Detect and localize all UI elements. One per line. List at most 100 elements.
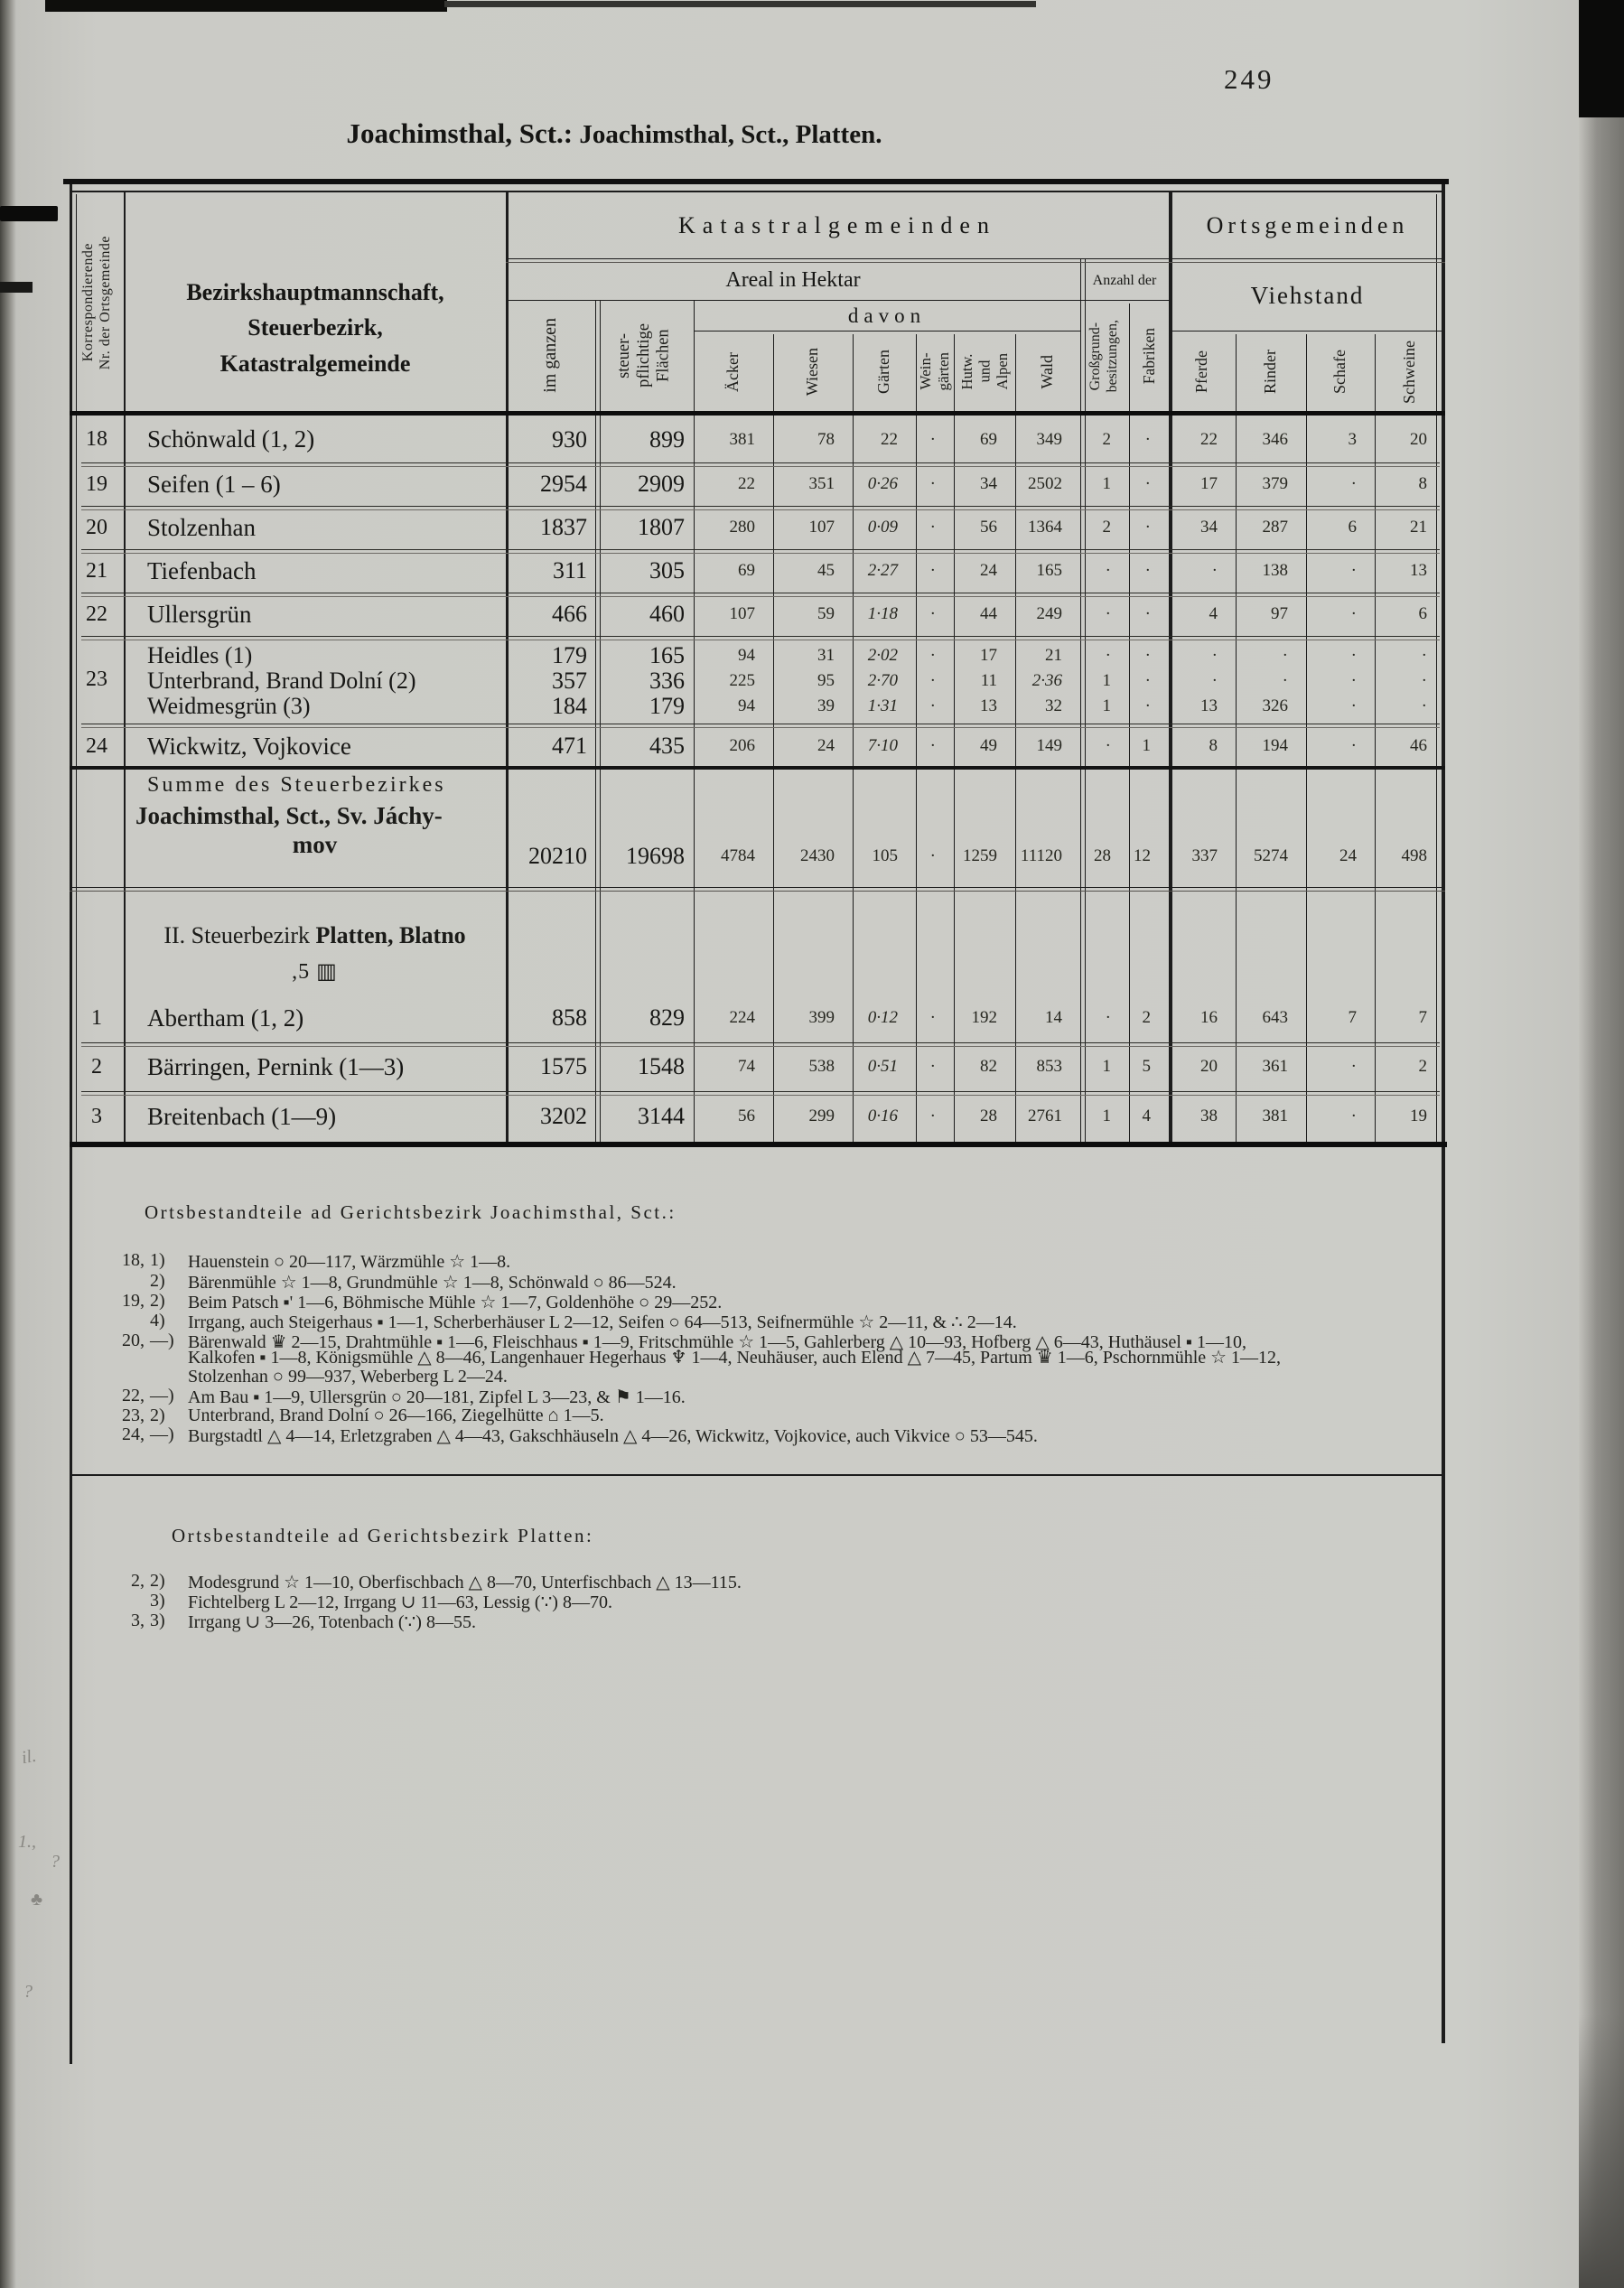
table-cell: 299 bbox=[808, 1107, 835, 1125]
table-cell: 21 bbox=[1410, 518, 1427, 537]
table-cell: 5 bbox=[1142, 1057, 1152, 1076]
table-cell: 17 bbox=[1200, 474, 1218, 493]
footnote-mark: —) bbox=[150, 1386, 174, 1405]
table-vline bbox=[1306, 334, 1308, 1144]
table-cell: · bbox=[1144, 518, 1151, 537]
table-vline bbox=[1080, 259, 1082, 1144]
table-cell: 7 bbox=[1418, 1008, 1428, 1027]
table-cell: 361 bbox=[1262, 1057, 1289, 1076]
footnote-mark: 3) bbox=[150, 1611, 165, 1630]
table-cell: · bbox=[929, 671, 936, 690]
row-name: Breitenbach (1—9) bbox=[147, 1103, 337, 1130]
table-cell: 24 bbox=[817, 736, 835, 755]
table-vline bbox=[916, 334, 918, 1144]
table-cell: 1·31 bbox=[867, 696, 898, 715]
table-cell: · bbox=[929, 518, 936, 537]
table-cell: 381 bbox=[729, 430, 756, 449]
table-cell: 192 bbox=[971, 1008, 998, 1027]
column-header-label: Fabriken bbox=[1139, 328, 1158, 385]
row-name: Wickwitz, Vojkovice bbox=[147, 733, 351, 760]
row-name: Bärringen, Pernink (1—3) bbox=[147, 1053, 405, 1080]
table-cell: 11 bbox=[980, 671, 997, 690]
table-cell: 930 bbox=[552, 426, 587, 453]
table-cell: 34 bbox=[1200, 518, 1218, 537]
row-number: 22 bbox=[86, 602, 107, 626]
table-cell: 22 bbox=[738, 474, 755, 493]
row-separator bbox=[81, 1094, 1440, 1096]
table-cell: 16 bbox=[1200, 1008, 1218, 1027]
table-cell: 105 bbox=[872, 846, 899, 865]
table-cell: 899 bbox=[649, 426, 685, 453]
table-cell: 28 bbox=[980, 1107, 997, 1125]
table-cell: 280 bbox=[729, 518, 756, 537]
table-hline bbox=[694, 331, 1080, 332]
column-header-label: Gärten bbox=[874, 350, 893, 394]
column-header: Hutw. und Alpen bbox=[954, 334, 1015, 409]
table-cell: 39 bbox=[817, 696, 835, 715]
table-cell: 82 bbox=[980, 1057, 997, 1076]
table-vline bbox=[1169, 191, 1172, 1144]
column-header: Wald bbox=[1015, 334, 1080, 409]
section-subline: ,5 ▥ bbox=[292, 960, 338, 984]
footnote-text: Irrgang ∪ 3—26, Totenbach (∵) 8—55. bbox=[188, 1612, 476, 1632]
footnote-text: Modesgrund ☆ 1—10, Oberfischbach △ 8—70,… bbox=[188, 1573, 742, 1592]
summe-label: Joachimsthal, Sct., Sv. Jáchy- bbox=[135, 802, 443, 829]
table-cell: · bbox=[1105, 561, 1111, 580]
table-cell: 56 bbox=[738, 1107, 755, 1125]
table-cell: 69 bbox=[738, 561, 755, 580]
footnote-mark: —) bbox=[150, 1424, 174, 1444]
column-header: Schafe bbox=[1306, 334, 1375, 409]
table-vline bbox=[954, 334, 956, 1144]
column-header-label: Hutw. und Alpen bbox=[957, 353, 1011, 390]
table-cell: 149 bbox=[1036, 736, 1063, 755]
table-cell: · bbox=[1350, 646, 1357, 665]
column-header-label: Äcker bbox=[723, 351, 742, 392]
row-separator bbox=[81, 595, 1440, 597]
column-header: Fabriken bbox=[1129, 304, 1169, 409]
table-cell: 1548 bbox=[638, 1053, 685, 1079]
row-separator bbox=[81, 1091, 1440, 1092]
table-cell: 326 bbox=[1262, 696, 1289, 715]
table-cell: 69 bbox=[980, 430, 997, 449]
row-separator bbox=[81, 509, 1440, 510]
korresp-nr-column-header: Korrespondierende Nr. der Ortsgemeinde bbox=[72, 197, 123, 408]
table-hline bbox=[70, 191, 1445, 192]
footnote-mark: 4) bbox=[150, 1311, 165, 1331]
column-header-label: Rinder bbox=[1261, 350, 1280, 394]
table-cell: · bbox=[1144, 561, 1151, 580]
table-cell: · bbox=[1421, 646, 1427, 665]
table-hline bbox=[506, 258, 1445, 260]
table-vline bbox=[1442, 179, 1445, 2043]
column-header: Wein- gärten bbox=[916, 334, 954, 409]
table-cell: · bbox=[929, 846, 936, 865]
table-cell: 206 bbox=[729, 736, 756, 755]
table-cell: 460 bbox=[649, 601, 685, 627]
footnote-text: Kalkofen ▪ 1—8, Königsmühle △ 8—46, Lang… bbox=[188, 1348, 1282, 1368]
table-cell: 2·02 bbox=[867, 646, 898, 665]
scan-artifact-top-line bbox=[444, 1, 1036, 7]
row-name: Stolzenhan bbox=[147, 514, 256, 541]
table-cell: 379 bbox=[1262, 474, 1289, 493]
table-vline bbox=[124, 191, 126, 1144]
scan-artifact-mark bbox=[0, 282, 33, 293]
table-vline bbox=[76, 194, 77, 1144]
table-cell: 2761 bbox=[1028, 1107, 1062, 1125]
row-separator bbox=[81, 726, 1440, 728]
table-cell: 5274 bbox=[1254, 846, 1288, 865]
row-separator bbox=[81, 636, 1440, 637]
row-separator bbox=[81, 1042, 1440, 1043]
table-cell: 829 bbox=[649, 1004, 685, 1031]
table-cell: 225 bbox=[729, 671, 756, 690]
margin-mark: il. bbox=[20, 1745, 38, 1769]
table-vline bbox=[1375, 334, 1377, 1144]
footnote-text: Bärenmühle ☆ 1—8, Grundmühle ☆ 1—8, Schö… bbox=[188, 1273, 677, 1293]
table-cell: · bbox=[1144, 604, 1151, 623]
row-separator bbox=[81, 506, 1440, 507]
table-vline bbox=[600, 300, 602, 1144]
table-cell: 34 bbox=[980, 474, 997, 493]
table-cell: 20 bbox=[1200, 1057, 1218, 1076]
table-vline bbox=[1436, 194, 1437, 1144]
table-hline bbox=[70, 1142, 1447, 1147]
table-cell: 1 bbox=[1102, 1057, 1112, 1076]
table-cell: · bbox=[929, 430, 936, 449]
